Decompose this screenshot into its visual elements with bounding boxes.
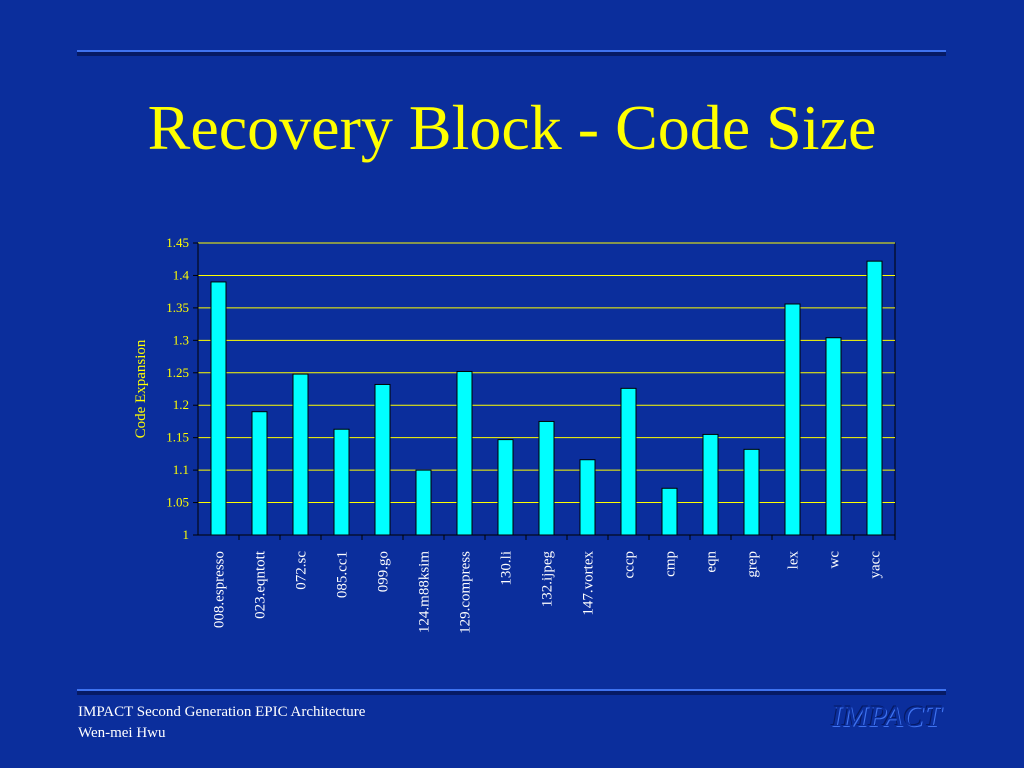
bar [661,487,678,536]
bar [292,373,309,536]
category-label: 130.li [499,551,515,586]
y-tick-label: 1.15 [166,430,189,445]
bar [538,420,555,536]
bar [456,370,473,536]
footer-title: IMPACT Second Generation EPIC Architectu… [78,704,366,720]
category-label: eqn [704,551,720,573]
category-label: yacc [868,551,884,579]
slide-title: Recovery Block - Code Size [147,92,877,163]
category-label: wc [827,551,843,569]
category-label: 008.espresso [212,551,228,628]
category-label: cmp [663,551,679,577]
category-label: 124.m88ksim [417,551,433,633]
bar [702,433,719,536]
bar [251,411,268,536]
bar [415,469,432,536]
category-label: 023.eqntott [253,550,269,619]
footer-author: Wen-mei Hwu [78,725,166,741]
y-tick-label: 1.35 [166,300,189,315]
bar [374,383,391,536]
impact-logo: IMPACT [831,700,942,733]
y-tick-label: 1.25 [166,365,189,380]
y-tick-label: 1.2 [173,397,189,412]
bar [333,428,350,536]
category-label: 147.vortex [581,551,597,616]
category-label: 085.cc1 [335,551,351,598]
y-tick-label: 1.1 [173,462,189,477]
bar [497,439,514,536]
category-label: 072.sc [294,551,310,590]
y-tick-label: 1.45 [166,235,189,250]
bar [784,303,801,536]
category-label: 129.compress [458,551,474,634]
category-label: 099.go [376,551,392,592]
y-tick-label: 1.3 [173,332,189,347]
category-label: grep [745,551,761,578]
bar [210,281,227,536]
bar [579,459,596,536]
category-label: 132.ijpeg [540,551,556,608]
category-label: lex [786,551,802,570]
y-axis-label: Code Expansion [133,339,149,438]
bottom-rule [77,689,946,695]
y-tick-label: 1 [183,527,190,542]
bar [825,337,842,536]
bar [866,260,883,536]
y-tick-label: 1.4 [173,267,190,282]
category-label: cccp [622,551,638,578]
bar [620,387,637,536]
bar [743,448,760,536]
y-tick-label: 1.05 [166,495,189,510]
top-rule [77,50,946,56]
